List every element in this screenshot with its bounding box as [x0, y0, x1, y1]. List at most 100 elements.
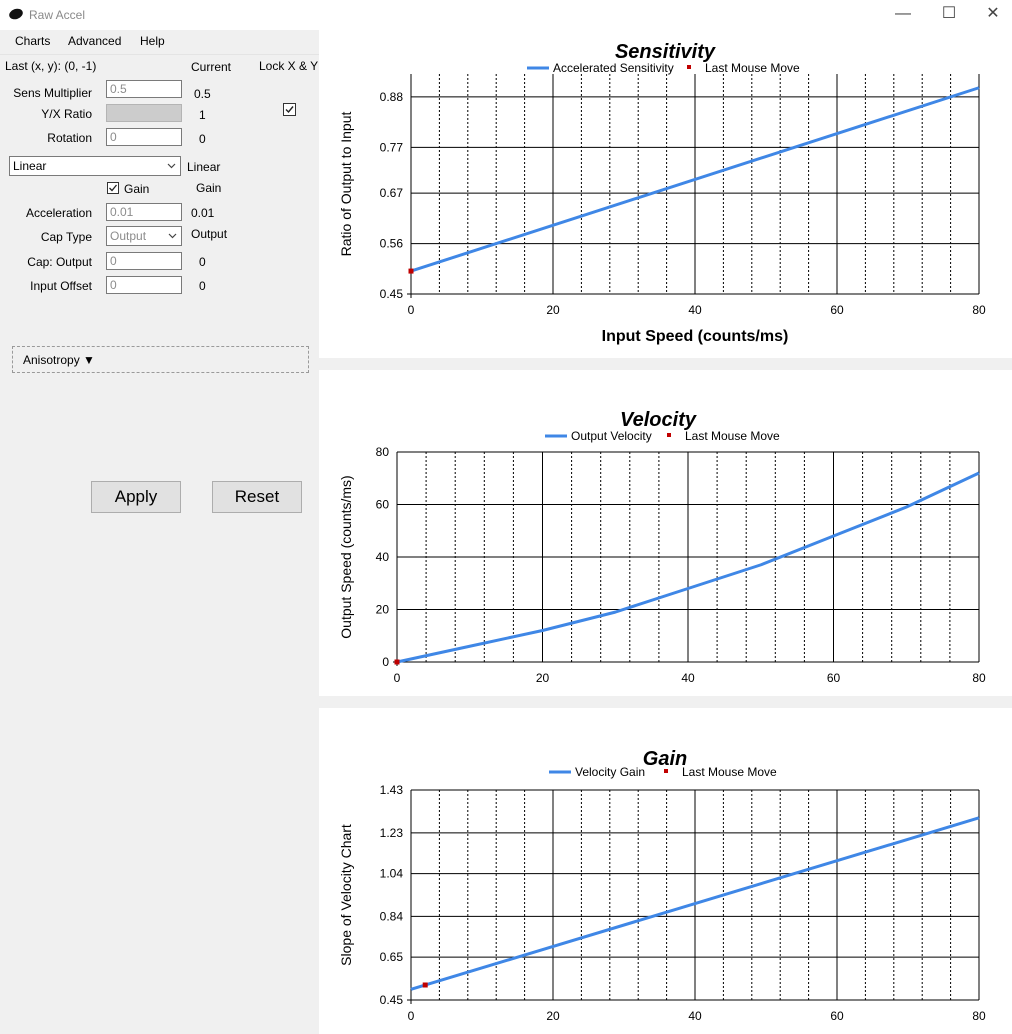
window-title: Raw Accel	[29, 8, 86, 22]
last-mouse-move-marker	[394, 659, 400, 665]
x-tick-label: 60	[830, 1009, 844, 1023]
accel-type-select[interactable]: Linear	[9, 156, 181, 176]
cap-type-current: Output	[191, 227, 228, 241]
x-tick-label: 80	[972, 1009, 986, 1023]
yx-ratio-label: Y/X Ratio	[41, 107, 92, 121]
cap-output-current: 0	[199, 255, 206, 269]
maximize-button[interactable]: ☐	[941, 5, 957, 22]
x-tick-label: 80	[972, 303, 986, 317]
legend-label: Last Mouse Move	[682, 765, 777, 779]
yx-ratio-input[interactable]	[106, 104, 182, 122]
checkmark-icon	[285, 106, 294, 114]
legend-label: Last Mouse Move	[705, 61, 800, 75]
y-tick-label: 0	[382, 655, 389, 669]
x-tick-label: 60	[827, 671, 841, 685]
x-tick-label: 0	[394, 671, 401, 685]
input-offset-label: Input Offset	[30, 279, 92, 293]
cap-type-select[interactable]: Output	[106, 226, 182, 246]
last-xy-label: Last (x, y): (0, -1)	[5, 59, 97, 73]
legend-marker-swatch	[664, 769, 668, 773]
chevron-down-icon	[167, 163, 176, 169]
rotation-label: Rotation	[47, 131, 92, 145]
gain-current: Gain	[196, 181, 222, 195]
y-tick-label: 1.04	[380, 867, 404, 881]
chart-title: Sensitivity	[615, 41, 716, 63]
x-tick-label: 20	[536, 671, 550, 685]
legend-marker-swatch	[667, 433, 671, 437]
x-tick-label: 60	[830, 303, 844, 317]
y-tick-label: 40	[376, 550, 390, 564]
chart-title: Gain	[643, 748, 687, 770]
input-offset-current: 0	[199, 279, 206, 293]
x-tick-label: 0	[408, 1009, 415, 1023]
y-tick-label: 80	[376, 445, 390, 459]
legend-label: Accelerated Sensitivity	[553, 61, 674, 75]
gain-checkbox[interactable]	[107, 182, 119, 194]
y-axis-label: Output Speed (counts/ms)	[338, 475, 354, 638]
rotation-current: 0	[199, 132, 206, 146]
x-tick-label: 20	[546, 1009, 560, 1023]
accel-type-value: Linear	[13, 159, 47, 173]
input-offset-input[interactable]: 0	[106, 276, 182, 294]
x-tick-label: 40	[681, 671, 695, 685]
cap-type-label: Cap Type	[40, 230, 92, 244]
yx-ratio-current: 1	[199, 108, 206, 122]
y-axis-label: Ratio of Output to Input	[338, 112, 354, 257]
y-tick-label: 0.88	[380, 90, 404, 104]
x-tick-label: 80	[972, 671, 986, 685]
mouse-icon	[7, 6, 25, 22]
legend-label: Last Mouse Move	[685, 429, 780, 443]
lock-xy-checkbox[interactable]	[283, 103, 296, 116]
cap-output-label: Cap: Output	[27, 255, 92, 269]
y-tick-label: 0.45	[380, 287, 404, 301]
title-bar: Raw Accel — ☐ ✕	[0, 0, 1012, 30]
gain-label: Gain	[124, 182, 150, 196]
settings-panel: Charts Advanced Help Last (x, y): (0, -1…	[0, 30, 319, 1034]
series-line	[396, 471, 980, 664]
lock-xy-header: Lock X & Y	[259, 59, 319, 73]
cap-output-input[interactable]: 0	[106, 252, 182, 270]
y-tick-label: 0.77	[380, 140, 404, 154]
y-tick-label: 0.65	[380, 950, 404, 964]
legend-label: Output Velocity	[571, 429, 652, 443]
y-tick-label: 0.45	[380, 993, 404, 1007]
anisotropy-label: Anisotropy ▼	[23, 353, 95, 367]
y-tick-label: 0.84	[380, 909, 404, 923]
acceleration-input[interactable]: 0.01	[106, 203, 182, 221]
chevron-down-icon	[168, 233, 177, 239]
current-header: Current	[191, 60, 232, 74]
x-tick-label: 40	[688, 1009, 702, 1023]
rotation-input[interactable]: 0	[106, 128, 182, 146]
menu-charts[interactable]: Charts	[15, 34, 51, 48]
series-line	[410, 816, 980, 991]
sensitivity-chart: 0 20 40 60 80 0.45 0.56 0.67 0.77 0.88 Sensitivity…	[338, 41, 986, 345]
y-tick-label: 1.23	[380, 826, 404, 840]
y-tick-label: 0.56	[380, 237, 404, 251]
chart-separator	[319, 358, 1012, 370]
close-button[interactable]: ✕	[986, 5, 1000, 22]
menu-bar: Charts Advanced Help	[0, 30, 319, 55]
series-line	[410, 86, 980, 273]
last-mouse-move-marker	[408, 268, 414, 274]
cap-type-value: Output	[110, 229, 147, 243]
last-mouse-move-marker	[422, 982, 428, 988]
minimize-button[interactable]: —	[895, 5, 911, 22]
x-tick-label: 40	[688, 303, 702, 317]
gain-chart: 0 20 40 60 80 0.45 0.65 0.84 1.04 1.23 1.43 GainVel…	[338, 748, 986, 1023]
chart-separator	[319, 696, 1012, 708]
sens-multiplier-current: 0.5	[194, 87, 211, 101]
y-tick-label: 0.67	[380, 186, 404, 200]
menu-advanced[interactable]: Advanced	[68, 34, 122, 48]
sens-multiplier-input[interactable]: 0.5	[106, 80, 182, 98]
y-tick-label: 60	[376, 498, 390, 512]
y-tick-label: 20	[376, 603, 390, 617]
reset-button[interactable]: Reset	[212, 481, 302, 513]
y-tick-label: 1.43	[380, 783, 404, 797]
x-axis-label: Input Speed (counts/ms)	[602, 328, 789, 345]
apply-button[interactable]: Apply	[91, 481, 181, 513]
anisotropy-toggle[interactable]: Anisotropy ▼	[12, 346, 309, 373]
chart-title: Velocity	[620, 409, 697, 431]
menu-help[interactable]: Help	[140, 34, 165, 48]
x-tick-label: 0	[408, 303, 415, 317]
